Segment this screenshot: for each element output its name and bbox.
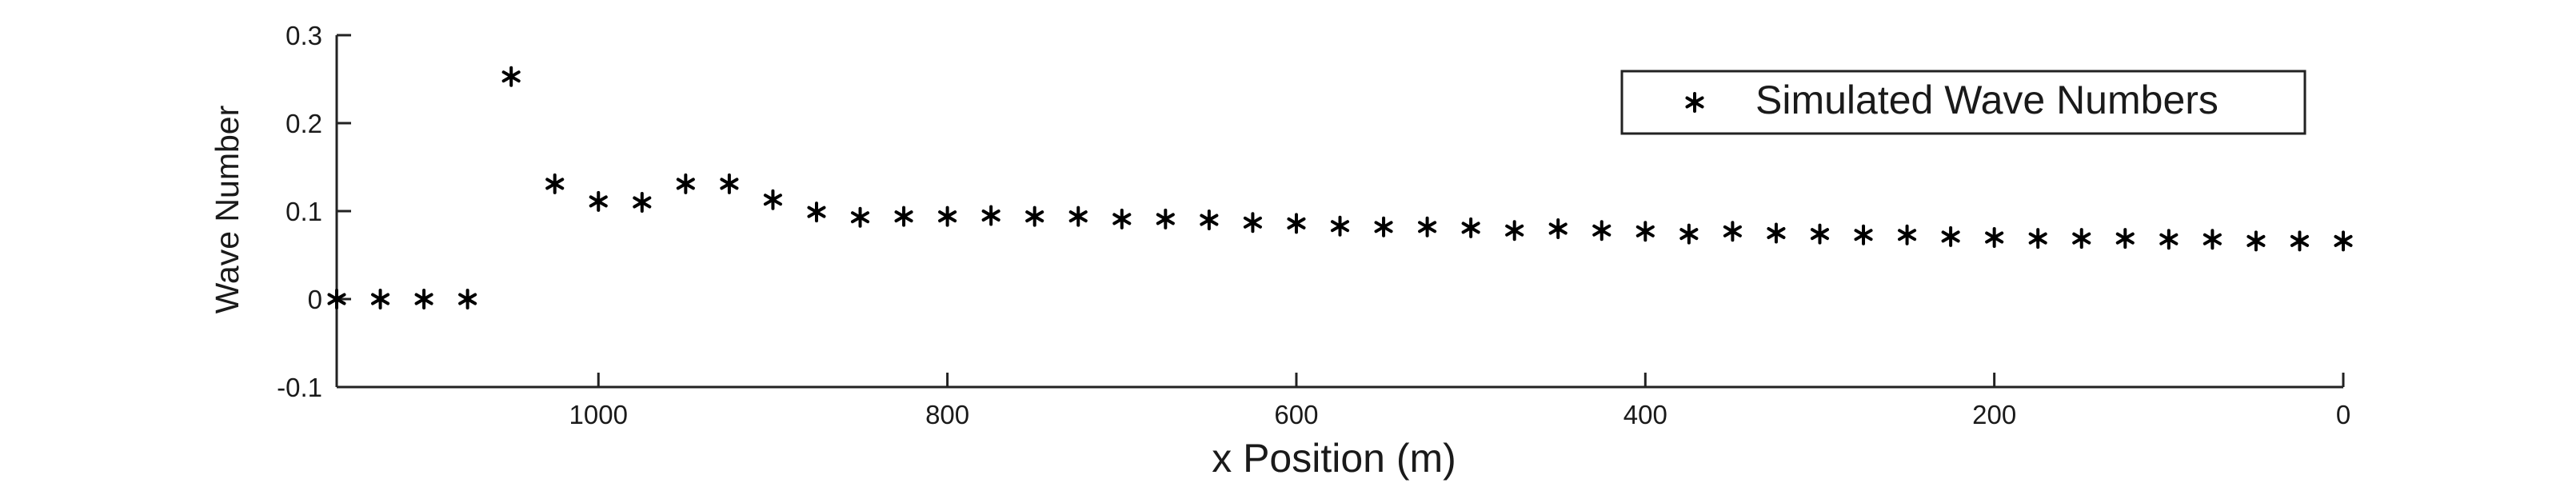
data-point xyxy=(981,205,1000,226)
data-point xyxy=(589,190,608,212)
data-point xyxy=(545,173,565,194)
legend-label-simulated-wave-numbers: Simulated Wave Numbers xyxy=(1755,78,2219,122)
data-point xyxy=(2159,229,2179,250)
x-tick-label: 400 xyxy=(1623,400,1667,429)
data-point xyxy=(1200,210,1219,230)
data-point xyxy=(1635,221,1655,242)
data-point xyxy=(2028,228,2047,249)
data-point xyxy=(501,66,521,87)
legend-asterisk-icon xyxy=(1685,92,1704,113)
data-point xyxy=(1025,206,1044,227)
data-point xyxy=(1810,223,1830,245)
data-point xyxy=(2115,228,2135,249)
data-point xyxy=(1854,224,1873,245)
data-point xyxy=(1330,215,1350,237)
data-point xyxy=(458,289,477,309)
data-point xyxy=(2203,229,2222,250)
data-point xyxy=(894,206,913,227)
data-point xyxy=(1243,212,1262,234)
data-point xyxy=(327,289,346,309)
ticks: -0.1 0 0.1 0.2 0.3 1000 800 600 400 200 0 xyxy=(277,21,2350,429)
data-point xyxy=(1156,208,1175,230)
data-point xyxy=(1374,216,1393,238)
y-tick-label: 0.2 xyxy=(286,109,322,138)
y-tick-label: -0.1 xyxy=(277,373,322,402)
data-point xyxy=(1898,224,1917,245)
data-point xyxy=(938,206,957,227)
data-point xyxy=(2334,230,2353,252)
data-point xyxy=(1505,220,1524,242)
data-point xyxy=(1592,220,1611,242)
data-point xyxy=(850,206,870,228)
legend-marker xyxy=(1685,92,1704,113)
y-tick-label: 0 xyxy=(308,285,322,314)
data-point xyxy=(1985,227,2004,248)
data-point xyxy=(763,189,782,210)
data-point xyxy=(1679,223,1699,245)
data-point xyxy=(371,289,390,309)
x-tick-label: 1000 xyxy=(569,400,628,429)
data-point xyxy=(1461,217,1480,238)
y-tick-label: 0.1 xyxy=(286,197,322,226)
data-point xyxy=(1418,216,1437,238)
x-tick-label: 800 xyxy=(925,400,969,429)
data-point xyxy=(414,289,433,309)
data-point xyxy=(676,173,695,194)
data-point xyxy=(1112,208,1132,230)
y-tick-label: 0.3 xyxy=(286,21,322,50)
data-point xyxy=(2290,230,2309,252)
data-point xyxy=(1287,213,1306,234)
data-point xyxy=(720,173,739,194)
data-point xyxy=(2072,228,2091,249)
x-tick-label: 0 xyxy=(2336,400,2350,429)
data-point xyxy=(1767,222,1786,244)
x-tick-label: 200 xyxy=(1972,400,2016,429)
data-point xyxy=(1941,226,1960,247)
data-point xyxy=(807,202,826,223)
legend-box xyxy=(1620,70,2306,135)
x-axis-label: x Position (m) xyxy=(1212,436,1456,481)
data-point xyxy=(2247,230,2266,252)
data-point xyxy=(633,192,652,213)
legend: Simulated Wave Numbers xyxy=(1620,70,2306,135)
data-point xyxy=(1068,206,1088,227)
data-points xyxy=(327,66,2353,309)
y-axis-label: Wave Number xyxy=(209,106,246,314)
data-point xyxy=(1723,221,1742,242)
x-tick-label: 600 xyxy=(1274,400,1318,429)
data-point xyxy=(1548,218,1568,239)
